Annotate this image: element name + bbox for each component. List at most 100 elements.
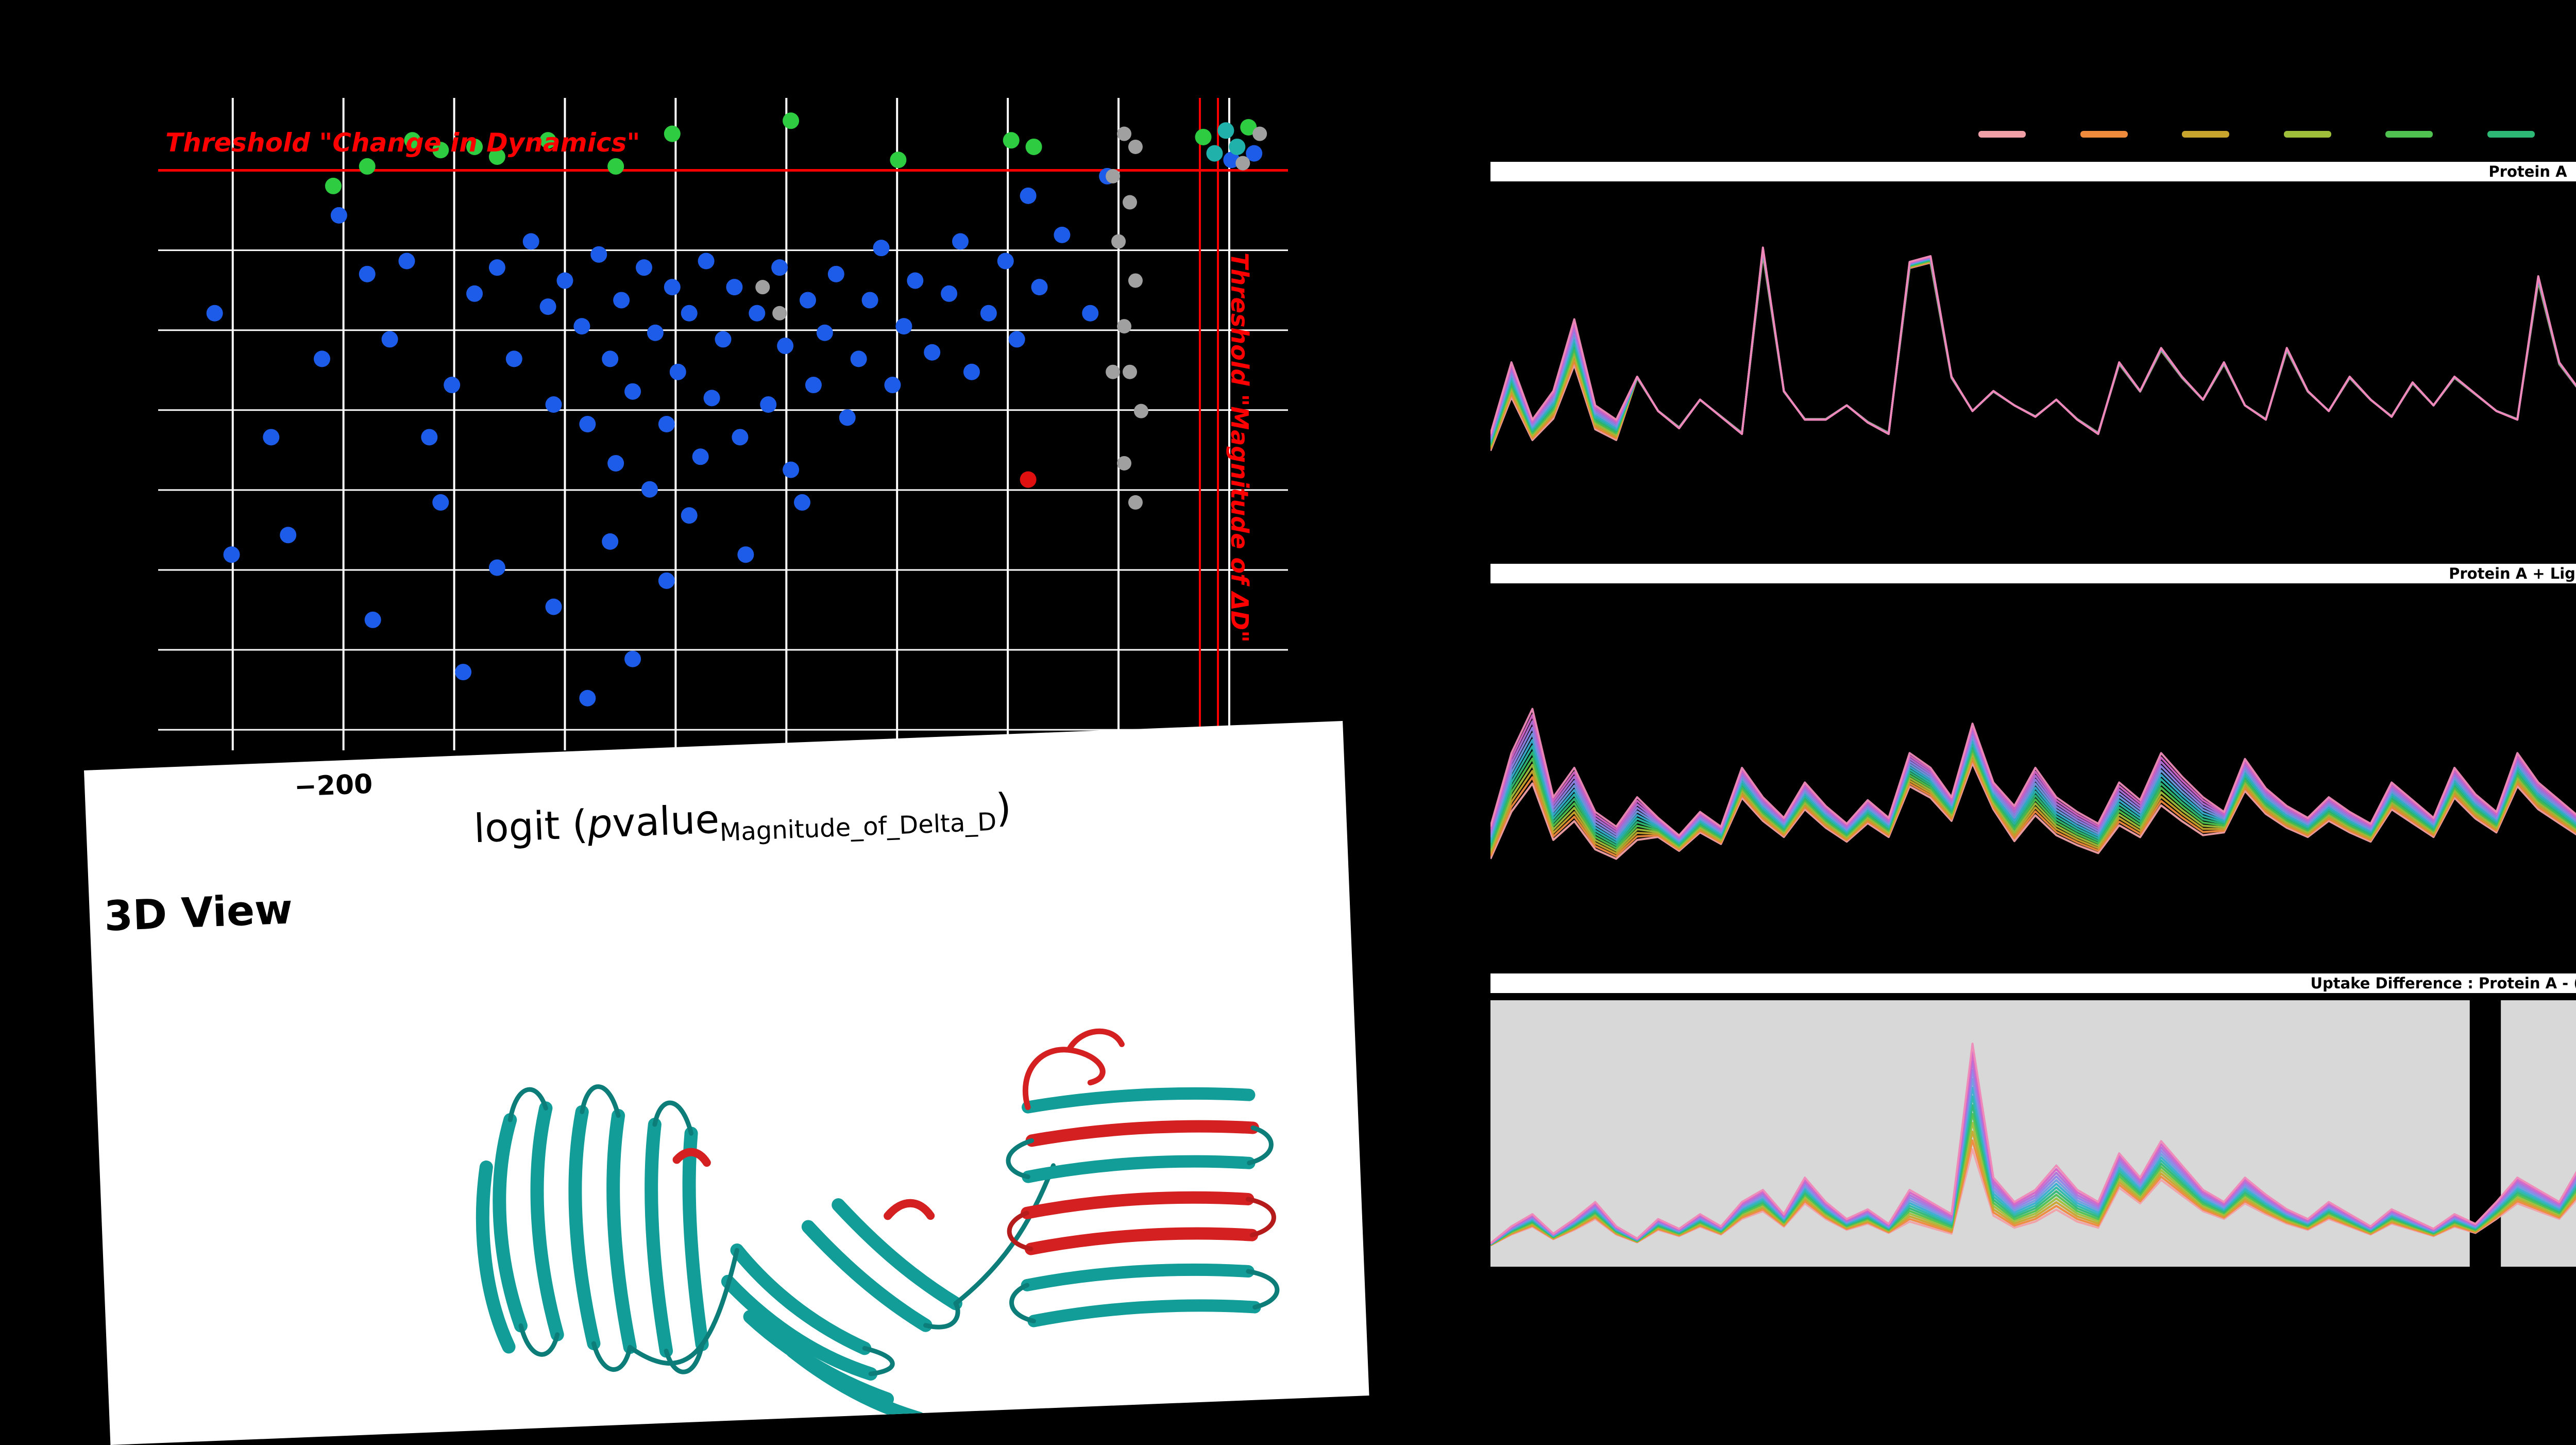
scatter-point-non-significant-peptides[interactable] xyxy=(590,246,607,263)
scatter-point-non-significant-peptides[interactable] xyxy=(963,363,980,380)
scatter-point-non-significant-peptides[interactable] xyxy=(907,272,924,289)
volcano-plot-canvas[interactable] xyxy=(158,98,1288,750)
scatter-point-significant-change-in-dynamics[interactable] xyxy=(488,148,505,165)
legend-dash[interactable] xyxy=(2080,130,2128,138)
scatter-point-non-significant-peptides[interactable] xyxy=(732,429,749,446)
scatter-point-non-significant-peptides[interactable] xyxy=(579,416,596,432)
uptake-line-series-11[interactable] xyxy=(1489,669,2576,839)
scatter-point-non-significant-peptides[interactable] xyxy=(794,494,811,511)
scatter-point-magnitude-only-peptides[interactable] xyxy=(755,280,770,295)
scatter-point-cluster-peptides[interactable] xyxy=(1206,145,1223,162)
scatter-point-non-significant-peptides[interactable] xyxy=(924,344,941,361)
volcano-plot[interactable]: Threshold "Change in Dynamics" Threshold… xyxy=(158,98,1288,750)
scatter-point-magnitude-only-peptides[interactable] xyxy=(1133,404,1148,418)
scatter-point-non-significant-peptides[interactable] xyxy=(539,298,556,315)
scatter-point-non-significant-peptides[interactable] xyxy=(799,292,816,309)
scatter-point-significant-change-in-dynamics[interactable] xyxy=(466,138,483,155)
scatter-point-non-significant-peptides[interactable] xyxy=(206,305,223,322)
scatter-point-non-significant-peptides[interactable] xyxy=(624,650,641,667)
scatter-point-significant-change-in-dynamics[interactable] xyxy=(783,112,800,129)
scatter-point-non-significant-peptides[interactable] xyxy=(771,259,788,276)
uptake-line-series-6[interactable] xyxy=(1489,718,2576,848)
scatter-point-magnitude-only-peptides[interactable] xyxy=(1106,364,1121,379)
scatter-point-non-significant-peptides[interactable] xyxy=(737,546,754,563)
scatter-point-non-significant-peptides[interactable] xyxy=(505,350,522,367)
scatter-point-non-significant-peptides[interactable] xyxy=(1020,187,1037,204)
scatter-point-non-significant-peptides[interactable] xyxy=(263,429,280,446)
uptake-line-series-7[interactable] xyxy=(1489,708,2576,845)
scatter-point-magnitude-only-peptides[interactable] xyxy=(1117,456,1132,471)
scatter-point-non-significant-peptides[interactable] xyxy=(455,664,472,681)
scatter-point-non-significant-peptides[interactable] xyxy=(850,350,867,367)
scatter-point-significant-change-in-dynamics[interactable] xyxy=(359,158,376,175)
scatter-point-non-significant-peptides[interactable] xyxy=(760,396,777,413)
scatter-point-cluster-peptides[interactable] xyxy=(1229,138,1246,155)
scatter-point-magnitude-only-peptides[interactable] xyxy=(1117,319,1132,334)
scatter-point-magnitude-only-peptides[interactable] xyxy=(1128,139,1143,154)
legend-dash[interactable] xyxy=(1978,130,2026,138)
legend-dash[interactable] xyxy=(2182,130,2229,138)
scatter-point-non-significant-peptides[interactable] xyxy=(359,265,376,282)
scatter-point-magnitude-only-peptides[interactable] xyxy=(1128,495,1143,510)
scatter-point-non-significant-peptides[interactable] xyxy=(602,350,619,367)
uptake-line-series-12[interactable] xyxy=(1489,660,2576,838)
scatter-point-non-significant-peptides[interactable] xyxy=(330,207,347,224)
uptake-line-series-4[interactable] xyxy=(1489,737,2576,856)
scatter-point-non-significant-peptides[interactable] xyxy=(997,253,1014,270)
scatter-point-non-significant-peptides[interactable] xyxy=(364,611,381,628)
scatter-point-non-significant-peptides[interactable] xyxy=(280,527,297,544)
scatter-point-non-significant-peptides[interactable] xyxy=(1223,152,1240,169)
scatter-point-non-significant-peptides[interactable] xyxy=(703,390,720,407)
scatter-point-non-significant-peptides[interactable] xyxy=(664,279,681,296)
uptake-line-series-8[interactable] xyxy=(1489,698,2576,843)
scatter-point-significant-change-in-dynamics[interactable] xyxy=(1195,128,1212,145)
scatter-point-non-significant-peptides[interactable] xyxy=(681,305,698,322)
scatter-point-non-significant-peptides[interactable] xyxy=(816,324,833,341)
scatter-point-non-significant-peptides[interactable] xyxy=(839,409,856,426)
uptake-plot-protein-a[interactable] xyxy=(1489,187,2576,545)
scatter-point-non-significant-peptides[interactable] xyxy=(381,331,398,348)
scatter-point-non-significant-peptides[interactable] xyxy=(698,253,715,270)
scatter-point-non-significant-peptides[interactable] xyxy=(641,481,658,498)
scatter-point-magnitude-only-peptides[interactable] xyxy=(1235,156,1250,171)
scatter-point-non-significant-peptides[interactable] xyxy=(545,396,562,413)
legend-dash[interactable] xyxy=(2385,130,2433,138)
scatter-point-non-significant-peptides[interactable] xyxy=(681,507,698,524)
uptake-line-series-13[interactable] xyxy=(1489,650,2576,837)
scatter-point-significant-change-in-dynamics[interactable] xyxy=(607,158,624,175)
scatter-point-non-significant-peptides[interactable] xyxy=(647,324,664,341)
scatter-point-non-significant-peptides[interactable] xyxy=(1031,279,1048,296)
scatter-point-magnitude-only-peptides[interactable] xyxy=(1111,234,1126,249)
scatter-point-non-significant-peptides[interactable] xyxy=(861,292,878,309)
scatter-point-non-significant-peptides[interactable] xyxy=(545,598,562,615)
scatter-point-non-significant-peptides[interactable] xyxy=(873,240,890,257)
uptake-line-series-1[interactable] xyxy=(1489,253,2576,483)
scatter-point-magnitude-only-peptides[interactable] xyxy=(772,306,787,321)
uptake-line-series-8[interactable] xyxy=(1489,249,2576,446)
uptake-line-series-2[interactable] xyxy=(1489,253,2576,478)
scatter-point-non-significant-peptides[interactable] xyxy=(895,318,912,335)
scatter-point-non-significant-peptides[interactable] xyxy=(1082,305,1099,322)
scatter-point-non-significant-peptides[interactable] xyxy=(715,331,732,348)
scatter-point-non-significant-peptides[interactable] xyxy=(522,233,539,250)
scatter-point-magnitude-only-peptides[interactable] xyxy=(1122,364,1137,379)
uptake-line-series-13[interactable] xyxy=(1489,246,2576,435)
scatter-point-magnitude-only-peptides[interactable] xyxy=(1122,195,1137,210)
scatter-point-non-significant-peptides[interactable] xyxy=(635,259,652,276)
uptake-line-series-7[interactable] xyxy=(1489,249,2576,451)
scatter-point-non-significant-peptides[interactable] xyxy=(607,455,624,472)
scatter-point-non-significant-peptides[interactable] xyxy=(827,265,844,282)
legend-dash[interactable] xyxy=(2283,130,2331,138)
scatter-point-magnitude-only-peptides[interactable] xyxy=(1106,169,1121,183)
scatter-point-non-significant-peptides[interactable] xyxy=(466,285,483,302)
scatter-point-non-significant-peptides[interactable] xyxy=(573,318,590,335)
uptake-line-series-10[interactable] xyxy=(1489,679,2576,841)
scatter-point-non-significant-peptides[interactable] xyxy=(444,377,461,394)
scatter-point-non-significant-peptides[interactable] xyxy=(1008,331,1025,348)
scatter-point-non-significant-peptides[interactable] xyxy=(783,461,800,478)
uptake-line-series-11[interactable] xyxy=(1489,247,2576,438)
uptake-line-series-5[interactable] xyxy=(1489,251,2576,462)
scatter-point-non-significant-peptides[interactable] xyxy=(726,279,743,296)
scatter-point-non-significant-peptides[interactable] xyxy=(398,253,415,270)
uptake-line-series-2[interactable] xyxy=(1489,757,2576,865)
